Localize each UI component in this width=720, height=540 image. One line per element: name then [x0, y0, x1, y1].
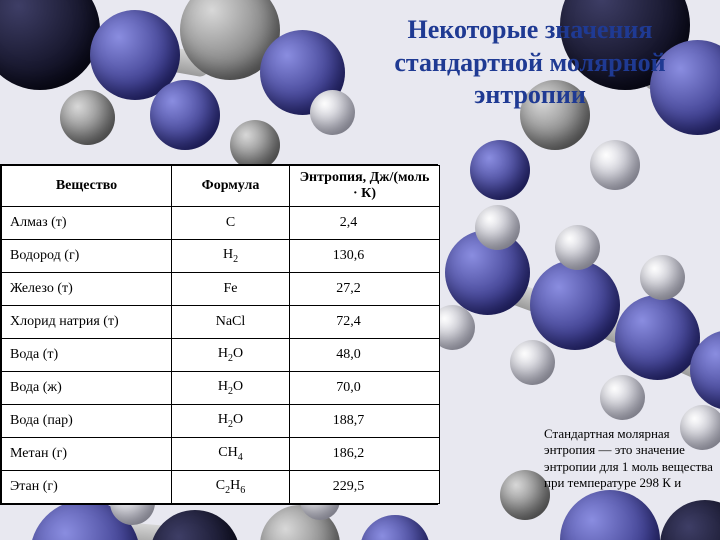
definition-note: Стандартная молярная энтропия — это знач… — [544, 426, 714, 491]
table-header-row: ВеществоФормулаЭнтропия, Дж/(моль · К) — [2, 166, 440, 207]
substance-cell: Вода (пар) — [2, 405, 172, 438]
substance-cell: Железо (т) — [2, 273, 172, 306]
table-header-cell: Формула — [172, 166, 290, 207]
substance-cell: Хлорид натрия (т) — [2, 306, 172, 339]
molecule-atom — [470, 140, 530, 200]
table-row: Водород (г)H2130,6 — [2, 240, 440, 273]
molecule-atom — [60, 90, 115, 145]
table-row: Вода (т)H2O48,0 — [2, 339, 440, 372]
molecule-atom — [510, 340, 555, 385]
table-row: Вода (ж)H2O70,0 — [2, 372, 440, 405]
formula-cell: Fe — [172, 273, 290, 306]
table-row: Этан (г)C2H6229,5 — [2, 471, 440, 504]
value-cell: 186,2 — [290, 438, 440, 471]
molecule-atom — [615, 295, 700, 380]
value-cell: 188,7 — [290, 405, 440, 438]
substance-cell: Алмаз (т) — [2, 207, 172, 240]
value-cell: 27,2 — [290, 273, 440, 306]
page-title: Некоторые значения стандартной молярной … — [360, 14, 700, 112]
table-header-cell: Энтропия, Дж/(моль · К) — [290, 166, 440, 207]
molecule-atom — [530, 260, 620, 350]
molecule-atom — [500, 470, 550, 520]
substance-cell: Вода (т) — [2, 339, 172, 372]
value-cell: 48,0 — [290, 339, 440, 372]
formula-cell: H2O — [172, 339, 290, 372]
substance-cell: Этан (г) — [2, 471, 172, 504]
formula-cell: C — [172, 207, 290, 240]
molecule-atom — [640, 255, 685, 300]
molecule-atom — [475, 205, 520, 250]
molecule-atom — [150, 80, 220, 150]
molecule-atom — [590, 140, 640, 190]
molecule-atom — [660, 500, 720, 540]
entropy-table: ВеществоФормулаЭнтропия, Дж/(моль · К)Ал… — [0, 164, 438, 505]
formula-cell: CH4 — [172, 438, 290, 471]
formula-cell: H2O — [172, 405, 290, 438]
molecule-atom — [0, 0, 100, 90]
molecule-atom — [360, 515, 430, 540]
table-header-cell: Вещество — [2, 166, 172, 207]
molecule-atom — [310, 90, 355, 135]
molecule-atom — [600, 375, 645, 420]
formula-cell: H2O — [172, 372, 290, 405]
formula-cell: NaCl — [172, 306, 290, 339]
table-row: Вода (пар)H2O188,7 — [2, 405, 440, 438]
value-cell: 229,5 — [290, 471, 440, 504]
formula-cell: H2 — [172, 240, 290, 273]
substance-cell: Метан (г) — [2, 438, 172, 471]
value-cell: 72,4 — [290, 306, 440, 339]
table-row: Метан (г)CH4186,2 — [2, 438, 440, 471]
value-cell: 70,0 — [290, 372, 440, 405]
value-cell: 130,6 — [290, 240, 440, 273]
value-cell: 2,4 — [290, 207, 440, 240]
substance-cell: Вода (ж) — [2, 372, 172, 405]
substance-cell: Водород (г) — [2, 240, 172, 273]
table-row: Алмаз (т)C2,4 — [2, 207, 440, 240]
molecule-atom — [555, 225, 600, 270]
molecule-atom — [150, 510, 240, 540]
molecule-atom — [230, 120, 280, 170]
molecule-atom — [560, 490, 660, 540]
entropy-table-grid: ВеществоФормулаЭнтропия, Дж/(моль · К)Ал… — [1, 165, 440, 504]
formula-cell: C2H6 — [172, 471, 290, 504]
table-row: Хлорид натрия (т)NaCl72,4 — [2, 306, 440, 339]
table-row: Железо (т)Fe27,2 — [2, 273, 440, 306]
